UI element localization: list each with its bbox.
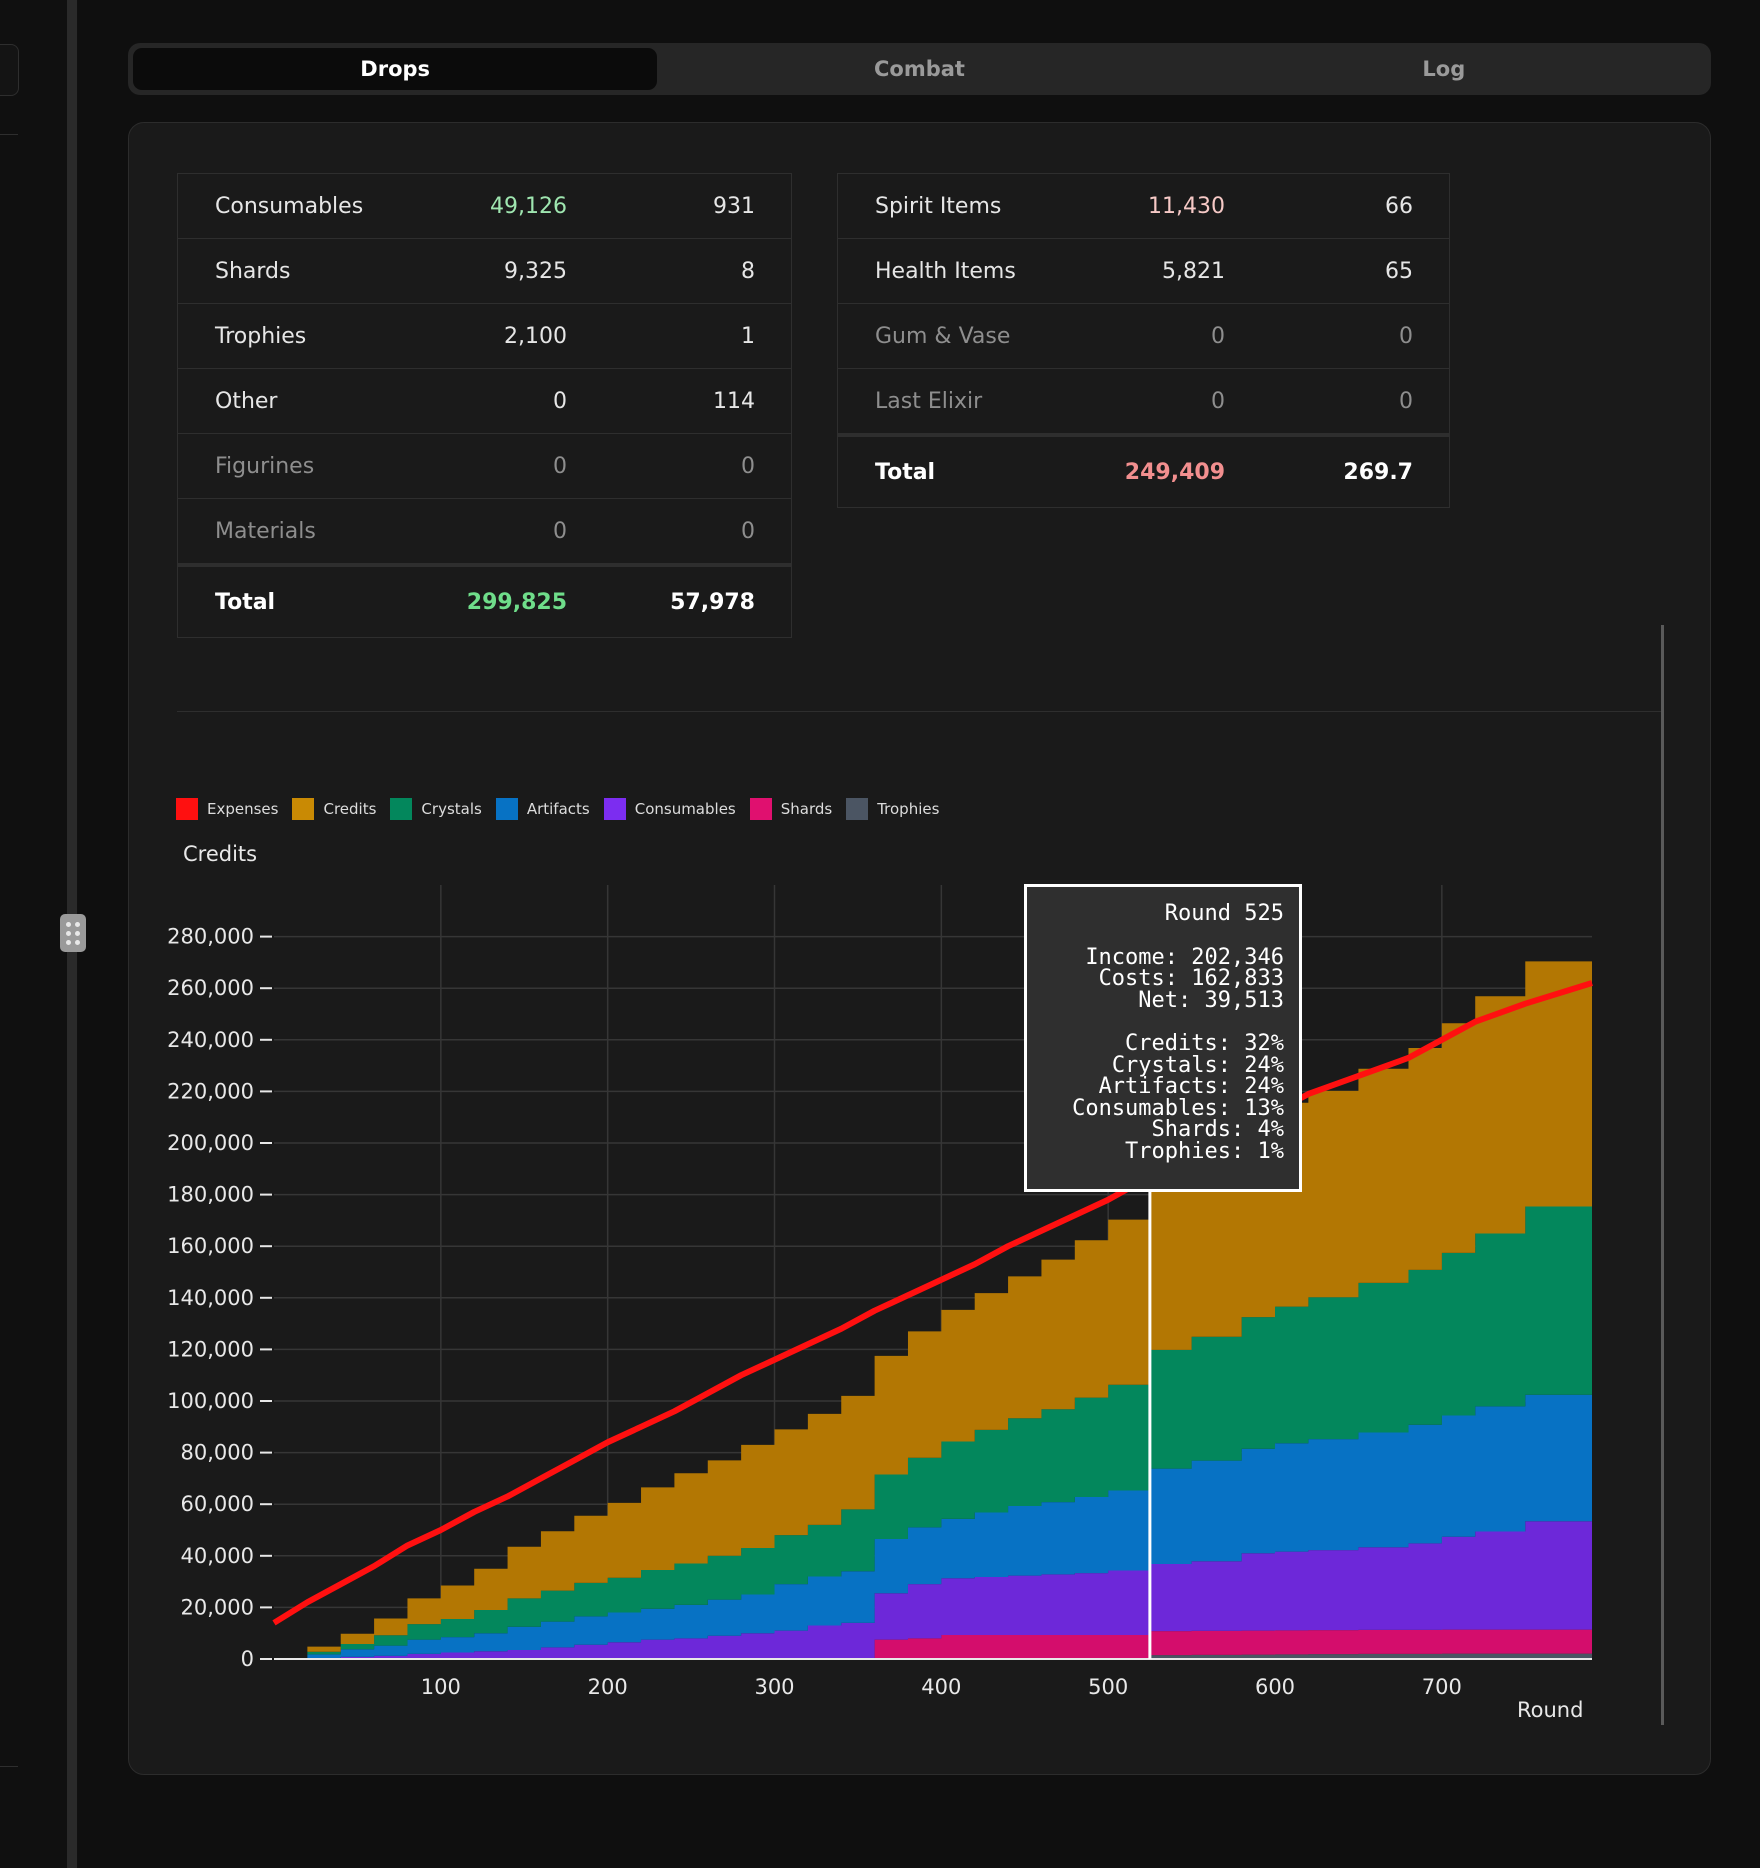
row-label: Materials <box>215 518 316 544</box>
total-count: 57,978 <box>670 589 755 615</box>
x-axis-label: Round <box>1517 1698 1584 1722</box>
legend-swatch <box>292 798 315 820</box>
row-count: 0 <box>741 453 755 479</box>
total-label: Total <box>875 459 936 485</box>
legend-label: Expenses <box>207 800 279 818</box>
left-panel-divider <box>0 134 18 135</box>
left-panel-tab[interactable] <box>0 44 19 96</box>
legend-swatch <box>495 798 518 820</box>
tab-log[interactable]: Log <box>1422 57 1466 81</box>
legend-item-shards[interactable]: Shards <box>749 798 833 820</box>
row-label: Trophies <box>215 323 307 349</box>
row-value: 0 <box>553 388 567 414</box>
row-label: Consumables <box>215 193 364 219</box>
drops-panel: Consumables 49,126 931 Shards 9,325 8 Tr… <box>128 122 1711 1775</box>
row-value: 0 <box>1211 323 1225 349</box>
legend-label: Shards <box>780 800 833 818</box>
row-count: 8 <box>741 258 755 284</box>
legend-swatch <box>846 798 869 820</box>
legend-label: Consumables <box>634 800 736 818</box>
table-row: Consumables 49,126 931 <box>178 173 791 238</box>
legend-item-artifacts[interactable]: Artifacts <box>495 798 590 820</box>
row-value: 5,821 <box>1162 258 1225 284</box>
table-row: Materials 0 0 <box>178 498 791 563</box>
table-row: Figurines 0 0 <box>178 433 791 498</box>
table-row: Health Items 5,821 65 <box>838 238 1449 303</box>
tooltip-round: Round 525 <box>1164 901 1284 926</box>
row-value: 0 <box>553 518 567 544</box>
tooltip-shards: Shards: 4% <box>1151 1117 1284 1142</box>
legend-item-expenses[interactable]: Expenses <box>176 798 278 820</box>
table-row: Shards 9,325 8 <box>178 238 791 303</box>
table-total-row: Total 299,825 57,978 <box>178 563 791 637</box>
left-panel-divider-bottom <box>0 1766 18 1767</box>
row-value: 9,325 <box>504 258 567 284</box>
row-value: 2,100 <box>504 323 567 349</box>
total-count: 269.7 <box>1343 459 1413 485</box>
tooltip-consumables: Consumables: 13% <box>1072 1095 1284 1121</box>
legend-label: Credits <box>323 800 377 818</box>
legend-item-trophies[interactable]: Trophies <box>846 798 939 820</box>
legend-label: Artifacts <box>526 800 590 818</box>
total-value: 299,825 <box>466 589 567 615</box>
expense-table: Spirit Items 11,430 66 Health Items 5,82… <box>837 173 1450 508</box>
row-count: 0 <box>1399 323 1413 349</box>
row-count: 931 <box>713 193 755 219</box>
chart-tooltip: Round 525 Income: 202,346 Costs: 162,833… <box>1024 884 1302 1192</box>
total-value: 249,409 <box>1124 459 1225 485</box>
section-divider <box>177 711 1664 712</box>
tab-drops[interactable]: Drops <box>133 48 658 90</box>
row-value: 11,430 <box>1148 193 1225 219</box>
row-count: 66 <box>1385 193 1413 219</box>
table-row: Last Elixir 0 0 <box>838 368 1449 433</box>
table-row: Trophies 2,100 1 <box>178 303 791 368</box>
legend-item-crystals[interactable]: Crystals <box>390 798 482 820</box>
row-label: Health Items <box>875 258 1016 284</box>
tooltip-income: Income: 202,346 <box>1085 944 1284 970</box>
row-label: Gum & Vase <box>875 323 1011 349</box>
chart-legend: Expenses Credits Crystals Artifacts Cons… <box>176 798 953 820</box>
legend-swatch <box>176 798 198 820</box>
row-count: 1 <box>741 323 755 349</box>
table-total-row: Total 249,409 269.7 <box>838 433 1449 507</box>
tab-bar: Drops Combat Log <box>128 43 1711 95</box>
row-label: Shards <box>215 258 291 284</box>
row-count: 65 <box>1385 258 1413 284</box>
row-count: 0 <box>1399 388 1413 414</box>
row-count: 0 <box>741 518 755 544</box>
row-label: Other <box>215 388 278 414</box>
drag-handle-icon[interactable] <box>60 914 86 952</box>
legend-item-consumables[interactable]: Consumables <box>603 798 736 820</box>
legend-label: Crystals <box>421 800 482 818</box>
row-count: 114 <box>713 388 755 414</box>
tab-combat[interactable]: Combat <box>874 57 965 81</box>
table-row: Gum & Vase 0 0 <box>838 303 1449 368</box>
table-row: Other 0 114 <box>178 368 791 433</box>
scrollbar[interactable] <box>1661 625 1664 1725</box>
row-label: Figurines <box>215 453 315 479</box>
tooltip-costs: Costs: 162,833 <box>1098 966 1284 991</box>
tooltip-artifacts: Artifacts: 24% <box>1098 1074 1284 1099</box>
tooltip-net: Net: 39,513 <box>1138 987 1284 1013</box>
tooltip-trophies: Trophies: 1% <box>1125 1138 1284 1164</box>
row-label: Spirit Items <box>875 193 1002 219</box>
legend-swatch <box>603 798 626 820</box>
income-table: Consumables 49,126 931 Shards 9,325 8 Tr… <box>177 173 792 638</box>
legend-swatch <box>390 798 413 820</box>
y-axis-label: Credits <box>183 842 258 866</box>
legend-item-credits[interactable]: Credits <box>292 798 376 820</box>
row-label: Last Elixir <box>875 388 983 414</box>
tooltip-crystals: Crystals: 24% <box>1111 1052 1284 1078</box>
row-value: 49,126 <box>490 193 567 219</box>
tooltip-credits: Credits: 32% <box>1125 1031 1284 1056</box>
total-label: Total <box>215 589 276 615</box>
row-value: 0 <box>1211 388 1225 414</box>
row-value: 0 <box>553 453 567 479</box>
table-row: Spirit Items 11,430 66 <box>838 173 1449 238</box>
legend-label: Trophies <box>877 800 940 818</box>
legend-swatch <box>749 798 772 820</box>
